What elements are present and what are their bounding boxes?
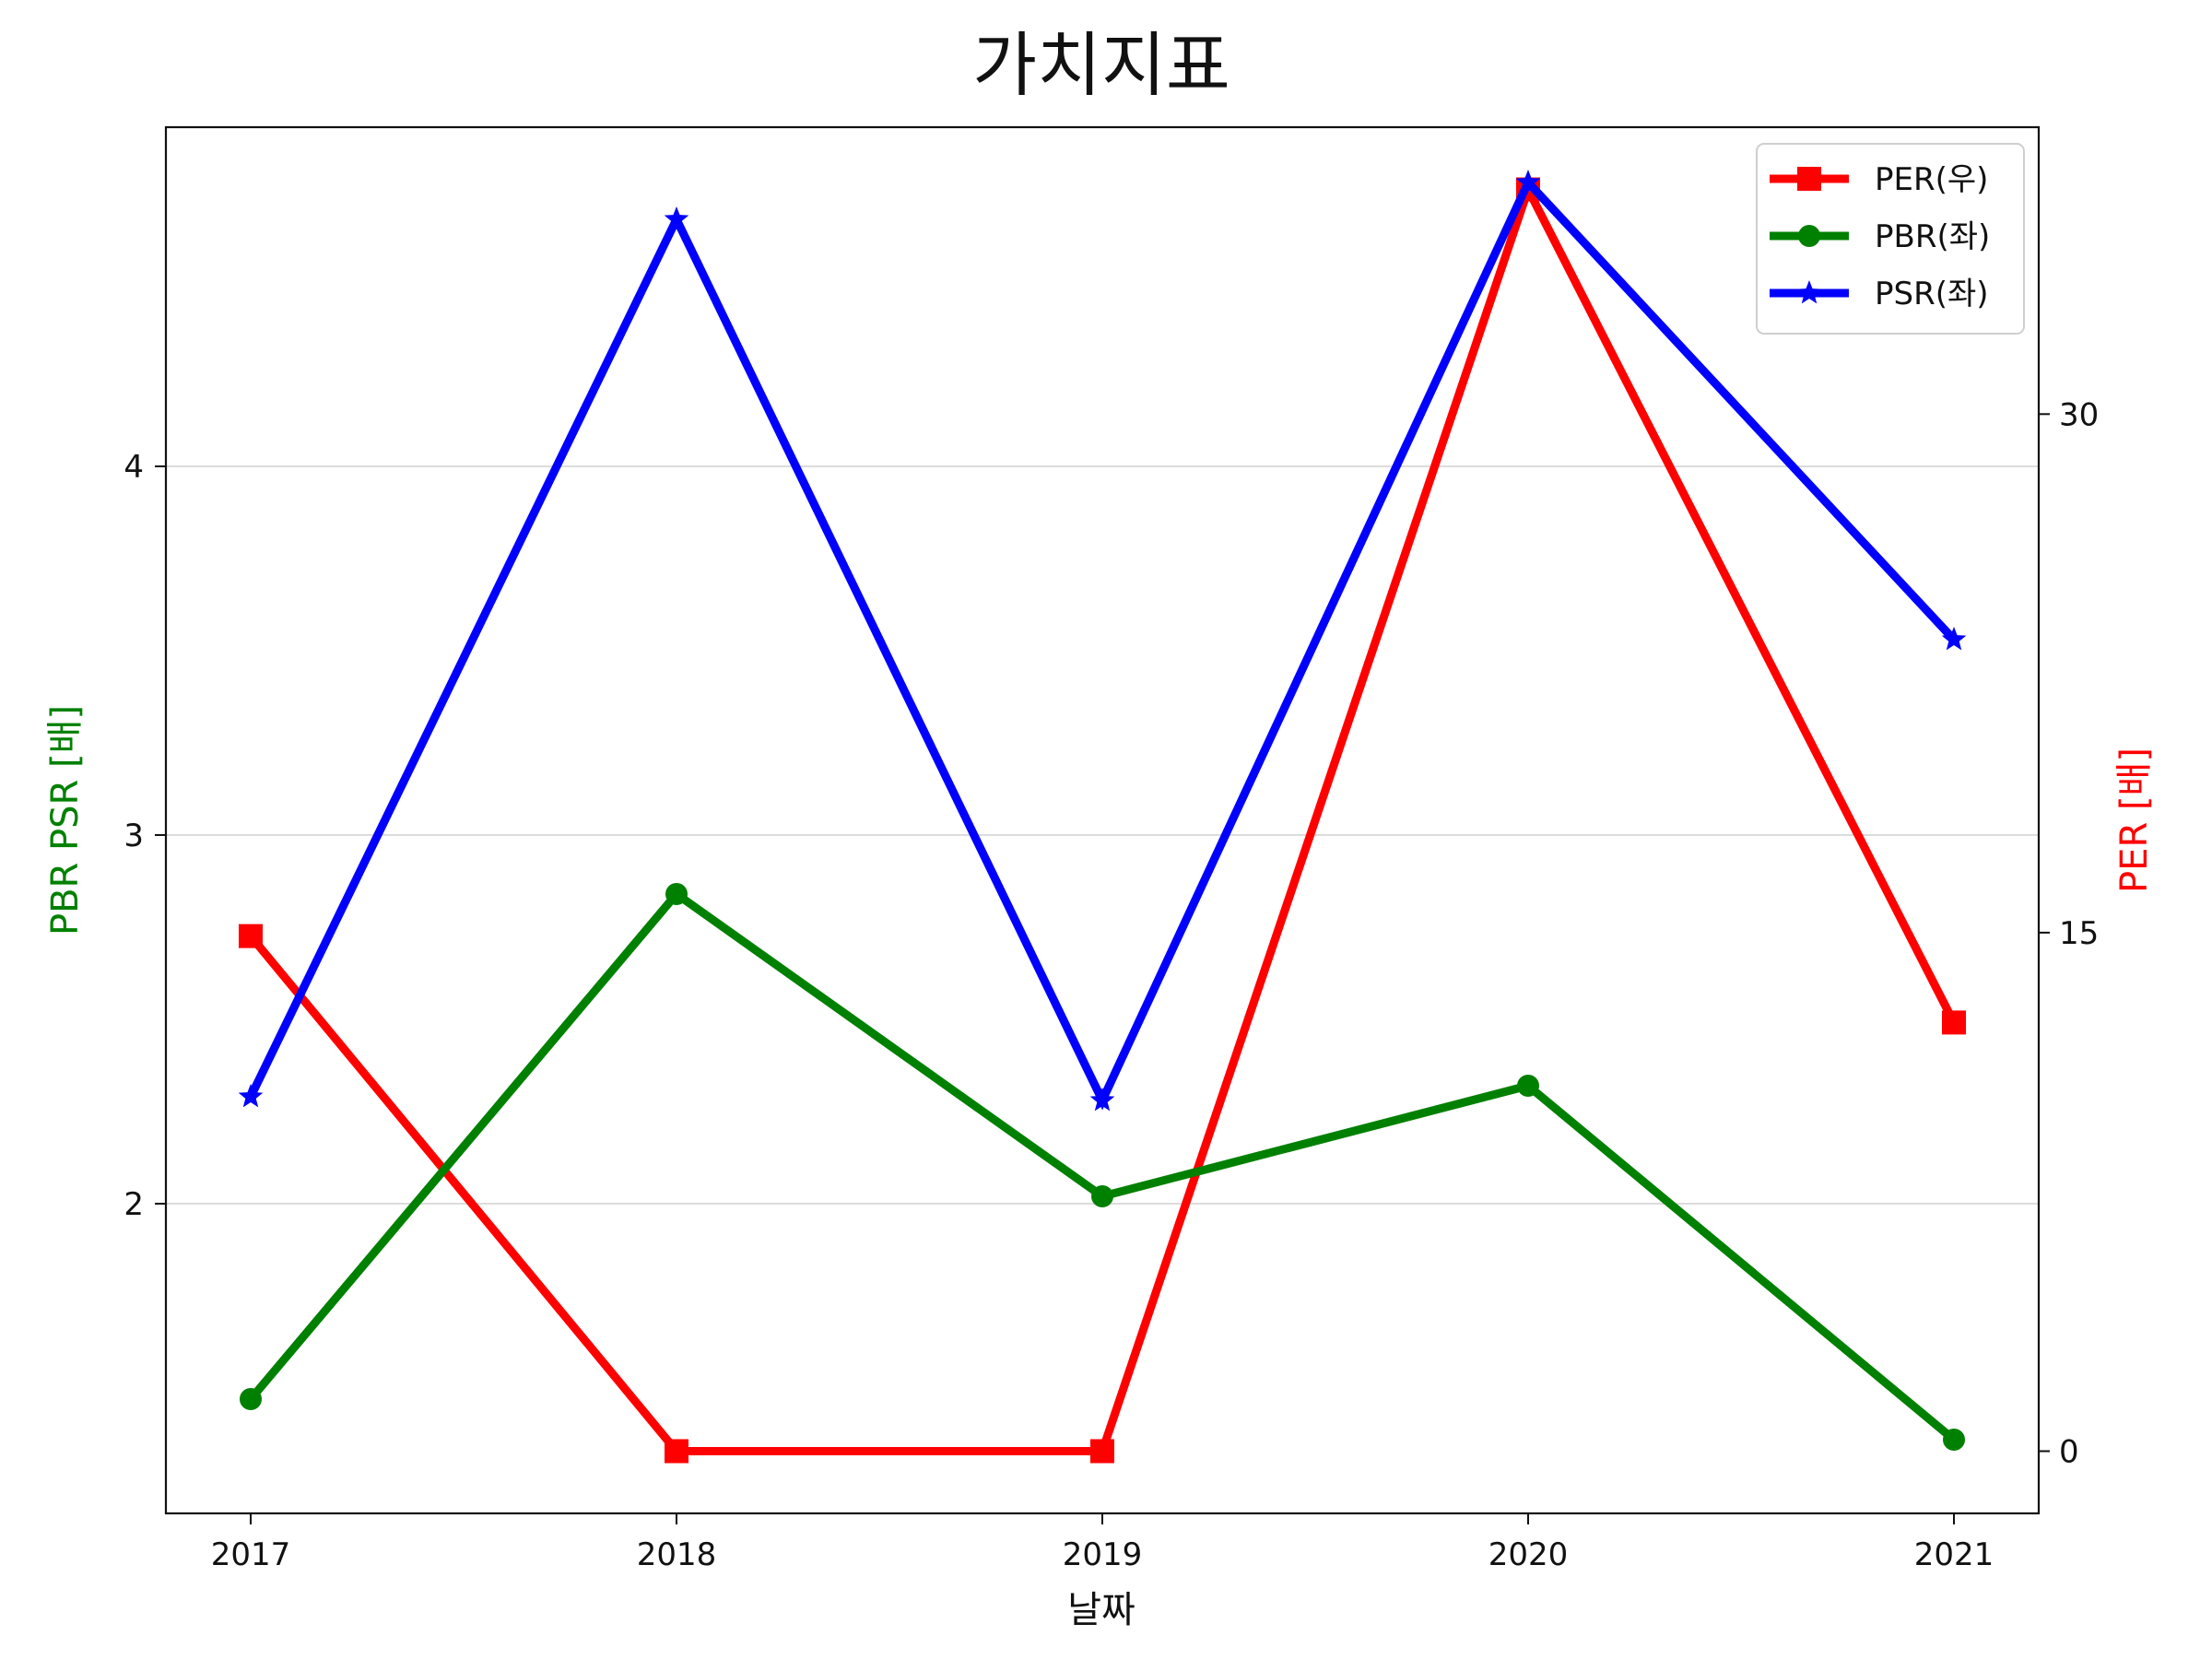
series-2-point-3 xyxy=(1515,170,1541,194)
series-0-point-0 xyxy=(239,924,263,948)
axes xyxy=(155,125,2050,1524)
right-tick-label-0: 0 xyxy=(2059,1433,2079,1470)
left-axis-title: PBR PSR [배] xyxy=(44,705,87,935)
right-axis-title: PER [배] xyxy=(2113,747,2156,893)
x-tick-label-2017: 2017 xyxy=(211,1536,291,1573)
x-tick-label-2019: 2019 xyxy=(1063,1536,1143,1573)
legend-marker-1 xyxy=(1798,225,1820,247)
right-tick-label-1: 15 xyxy=(2059,915,2099,952)
legend: PER(우) PBR(좌) PSR(좌) xyxy=(1756,143,2025,335)
series-1-point-1 xyxy=(665,883,688,905)
series-1-point-2 xyxy=(1091,1185,1113,1207)
chart-title: 가치지표 xyxy=(972,24,1230,106)
legend-marker-0 xyxy=(1797,167,1821,191)
series-2 xyxy=(238,170,1967,1112)
legend-marker-2 xyxy=(1796,280,1822,304)
left-tick-label-1: 3 xyxy=(124,818,144,854)
series-0-point-1 xyxy=(665,1439,688,1464)
series-0-point-2 xyxy=(1090,1439,1114,1464)
left-tick-label-0: 2 xyxy=(124,1186,144,1223)
series-1 xyxy=(240,883,1965,1451)
tick-labels: 2017 2018 2019 2020 2021 2 3 4 0 15 30 xyxy=(124,396,2099,1573)
x-tick-label-2018: 2018 xyxy=(637,1536,717,1573)
legend-label-1: PBR(좌) xyxy=(1875,218,1990,255)
series-2-point-1 xyxy=(664,206,689,230)
series-2-point-2 xyxy=(1089,1088,1115,1112)
series-1-point-3 xyxy=(1517,1075,1539,1097)
series-2-point-4 xyxy=(1941,627,1967,651)
series-2-point-0 xyxy=(238,1084,264,1108)
legend-box xyxy=(1756,143,2025,335)
right-tick-label-2: 30 xyxy=(2059,396,2099,433)
legend-label-2: PSR(좌) xyxy=(1875,276,1989,312)
series-layer xyxy=(238,170,1967,1464)
series-1-point-4 xyxy=(1943,1429,1965,1451)
legend-label-0: PER(우) xyxy=(1875,161,1988,198)
left-tick-label-2: 4 xyxy=(124,449,144,486)
x-axis-title: 날짜 xyxy=(1067,1589,1135,1631)
x-tick-label-2020: 2020 xyxy=(1488,1536,1569,1573)
series-1-point-0 xyxy=(240,1388,262,1410)
x-tick-label-2021: 2021 xyxy=(1914,1536,1994,1573)
series-0-point-4 xyxy=(1942,1010,1966,1035)
